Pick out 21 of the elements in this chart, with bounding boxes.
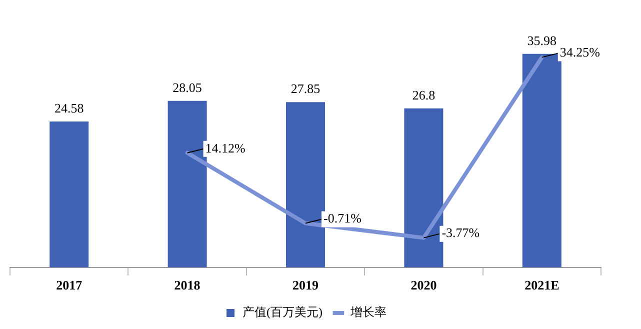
data-label: -0.71% <box>324 210 362 226</box>
data-label: 14.12% <box>205 140 246 156</box>
bar <box>286 102 326 268</box>
bar <box>522 54 562 268</box>
x-tick-label: 2019 <box>292 278 319 293</box>
x-tick-label: 2018 <box>174 278 201 293</box>
data-label: -3.77% <box>442 225 480 240</box>
data-label: 35.98 <box>527 32 557 48</box>
bar <box>404 108 444 268</box>
bar <box>168 100 207 268</box>
x-tick-label: 2020 <box>410 278 437 293</box>
data-label: 27.85 <box>290 81 320 96</box>
legend-label: 增长率 <box>349 305 386 320</box>
x-tick-label: 2021E <box>524 278 560 293</box>
data-label: 24.58 <box>54 100 84 116</box>
legend-label: 产值(百万美元) <box>242 305 323 320</box>
data-label: 34.25% <box>560 44 600 60</box>
data-label: 26.8 <box>412 87 436 102</box>
data-label: 28.05 <box>172 80 202 95</box>
x-tick-label: 2017 <box>56 278 83 293</box>
bar <box>50 122 89 268</box>
